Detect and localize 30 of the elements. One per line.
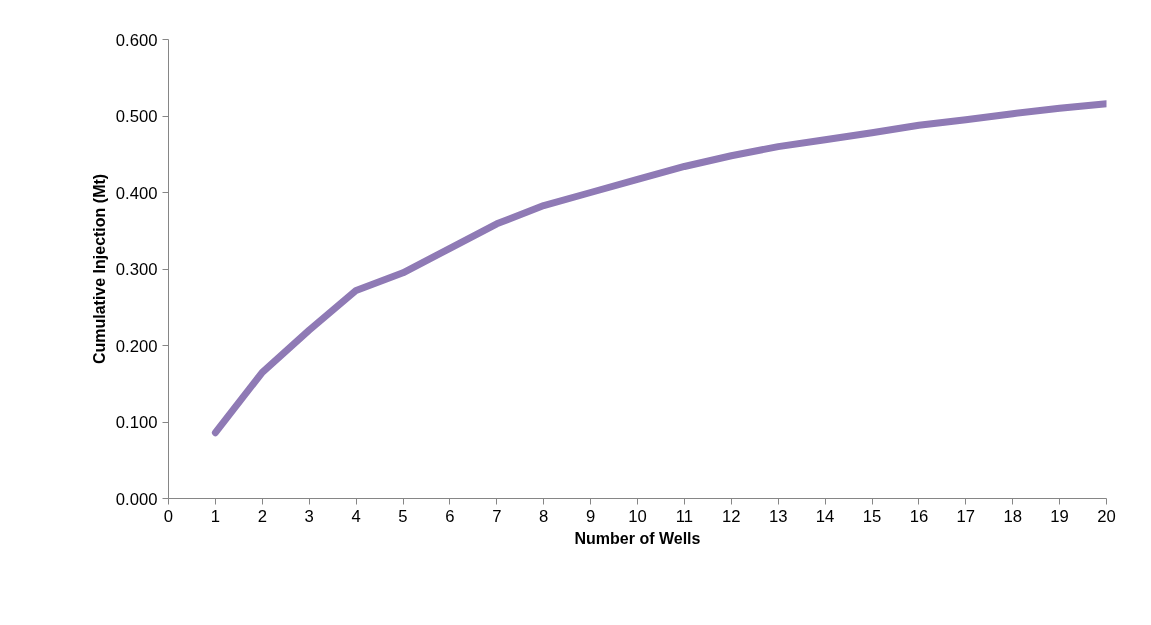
x-tick-label: 8 (539, 506, 549, 526)
y-tick-label: 0.100 (115, 413, 158, 432)
y-tick-label: 0.500 (115, 107, 158, 126)
x-tick-label: 5 (398, 506, 408, 526)
x-tick-label: 13 (768, 506, 788, 526)
x-tick-label: 7 (492, 506, 502, 526)
x-tick-label: 14 (815, 506, 835, 526)
x-tick-label: 3 (304, 506, 314, 526)
x-tick-label: 0 (163, 506, 174, 526)
x-tick-label: 18 (1003, 506, 1022, 526)
x-tick-label: 4 (351, 506, 361, 526)
y-tick-label: 0.300 (115, 260, 158, 279)
x-tick-label: 6 (445, 506, 455, 526)
x-tick-label: 12 (722, 506, 741, 526)
y-axis-title: Cumulative Injection (Mt) (90, 173, 108, 365)
x-tick-label: 15 (862, 506, 882, 526)
x-tick-label: 20 (1097, 506, 1116, 526)
x-axis-title: Number of Wells (574, 529, 701, 547)
x-tick-label: 2 (257, 506, 267, 526)
x-tick-label: 11 (675, 506, 694, 526)
y-tick-label: 0.600 (115, 30, 158, 50)
x-tick-label: 19 (1050, 506, 1069, 526)
x-tick-label: 17 (956, 506, 976, 526)
x-tick-label: 1 (210, 506, 221, 526)
x-tick-label: 16 (909, 506, 929, 526)
y-tick-label: 0.200 (115, 336, 158, 356)
y-tick-label: 0.400 (115, 183, 158, 203)
y-tick-label: 0.000 (115, 489, 158, 509)
x-tick-label: 9 (585, 506, 596, 526)
x-tick-label: 10 (628, 506, 647, 526)
